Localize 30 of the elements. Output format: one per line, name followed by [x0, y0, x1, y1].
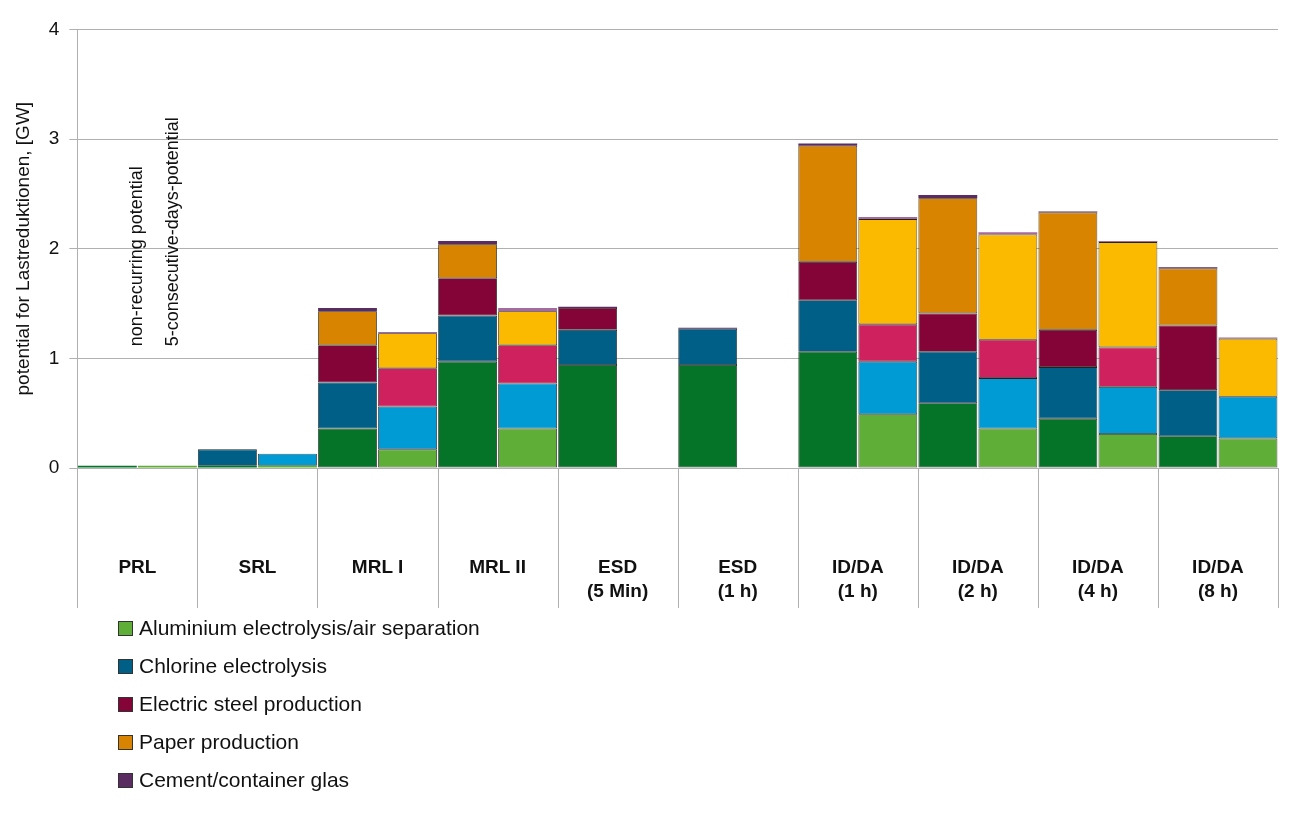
- y-tick-label: 1: [48, 346, 60, 368]
- x-tick-label: ID/DA (2 h): [951, 556, 1004, 602]
- y-tick-label: 0: [48, 456, 60, 478]
- x-tick-label: MRL II: [469, 556, 526, 578]
- x-tick-label: ID/DA (4 h): [1072, 556, 1125, 602]
- annotation: non-recurring potential: [126, 166, 147, 347]
- annotation: 5-consecutive-days-potential: [162, 117, 183, 347]
- x-tick-label: SRL: [238, 556, 277, 578]
- x-tick-label: ID/DA (1 h): [831, 556, 884, 602]
- bar: [978, 232, 1038, 235]
- x-tick-label: ESD (5 Min): [587, 556, 649, 602]
- y-tick-label: 3: [48, 127, 60, 149]
- legend-label: Paper production: [139, 730, 299, 754]
- y-axis-title: potential for Lastreduktionen, [GW]: [11, 101, 33, 396]
- legend-label: Electric steel production: [139, 692, 362, 716]
- x-tick-label: PRL: [118, 556, 157, 578]
- legend-label: Cement/container glas: [139, 768, 350, 792]
- x-tick-label: MRL I: [351, 556, 404, 578]
- x-tick-label: ESD (1 h): [717, 556, 758, 602]
- legend-label: Chlorine electrolysis: [139, 654, 327, 678]
- bar: [918, 194, 978, 199]
- legend-label: Aluminium electrolysis/air separation: [139, 616, 480, 640]
- y-tick-label: 2: [48, 236, 60, 258]
- bar: [498, 307, 558, 312]
- x-tick-label: ID/DA (8 h): [1192, 556, 1245, 602]
- bar: [318, 307, 377, 312]
- bar: [438, 241, 497, 245]
- y-tick-label: 4: [48, 17, 60, 39]
- bar: [798, 143, 858, 146]
- bar: [858, 216, 918, 220]
